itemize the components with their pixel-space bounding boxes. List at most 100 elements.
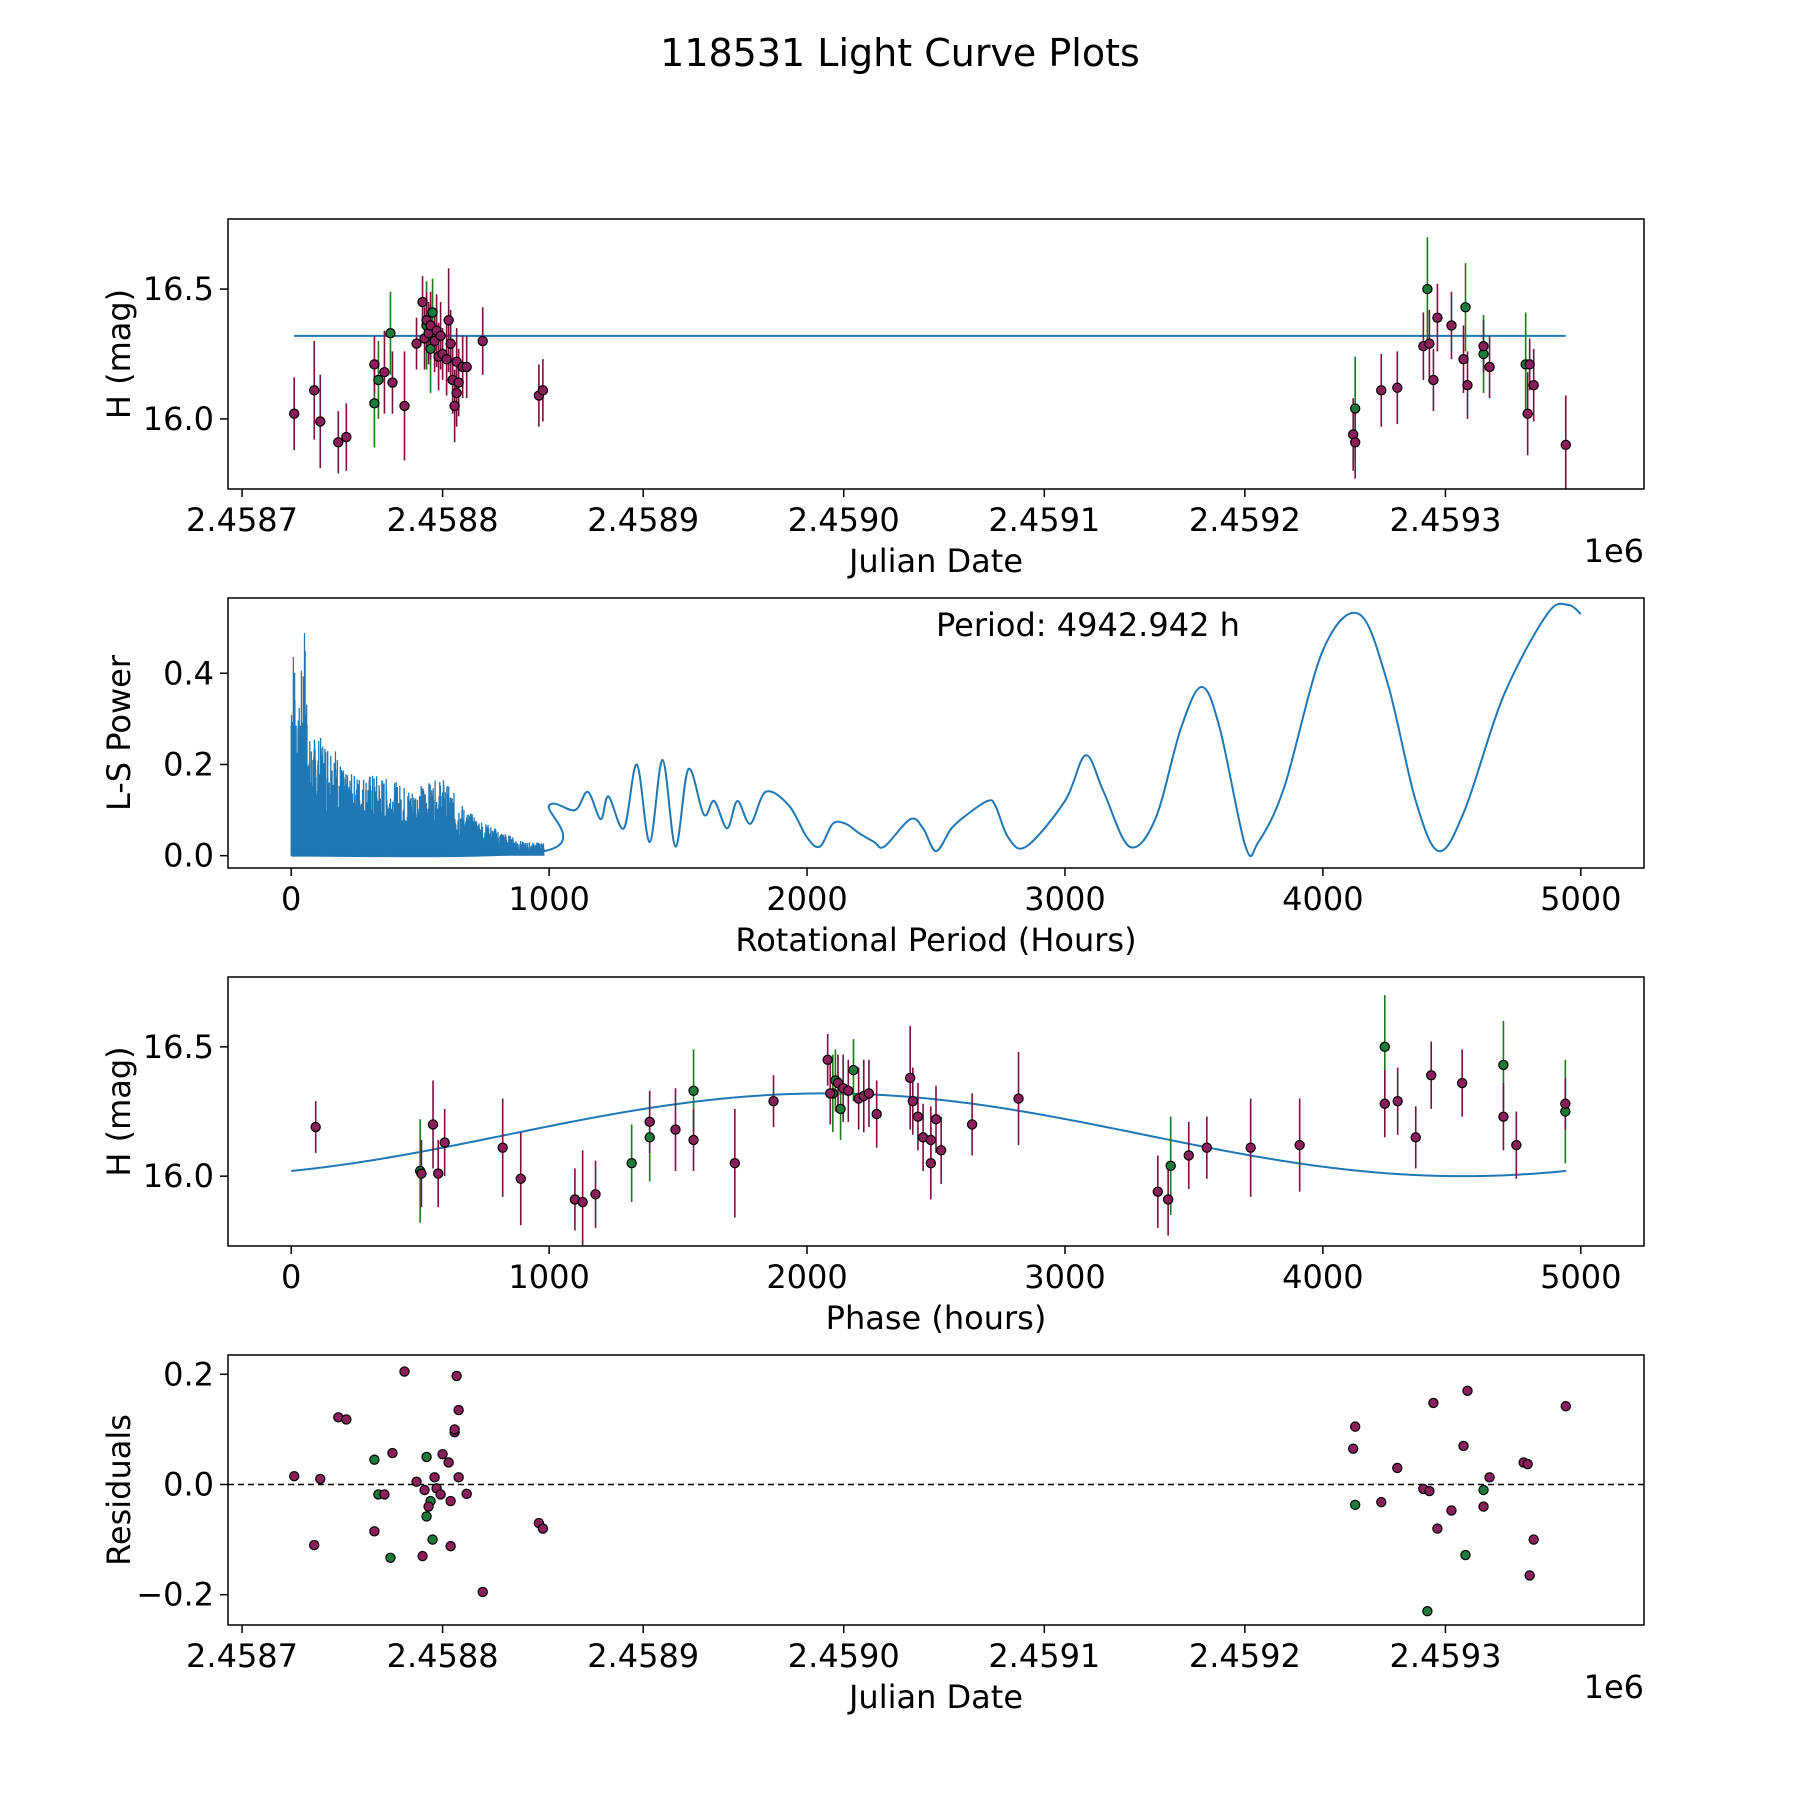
data-point-r (935, 1145, 947, 1156)
data-point-r (477, 335, 488, 347)
data-point-r (437, 1448, 448, 1460)
plot-area (291, 995, 1571, 1246)
data-point-r (369, 359, 380, 370)
data-point-r (1522, 408, 1533, 419)
data-point-r (863, 1088, 875, 1099)
axes-frame (227, 597, 1645, 869)
data-point-r (688, 1134, 699, 1146)
x-tick-label: 3000 (1024, 880, 1105, 918)
data-point-r (1392, 382, 1403, 393)
data-point-r (341, 1414, 352, 1425)
x-tick-label: 0 (281, 880, 301, 918)
data-point-r (1478, 1501, 1489, 1512)
x-tick-label: 5000 (1540, 1258, 1621, 1296)
data-point-g (421, 1511, 432, 1522)
x-tick-label: 2.4590 (788, 1637, 900, 1675)
data-point-g (835, 1103, 846, 1115)
panel-periodogram: 0 1000 2000 3000 4000 5000 0.0 0.2 0.4 Rotational… (100, 597, 1645, 959)
data-point-r (449, 1424, 460, 1435)
x-axis-label: Phase (hours) (826, 1299, 1047, 1337)
data-point-r (411, 1476, 422, 1487)
data-point-g (1379, 1041, 1390, 1053)
data-point-r (1560, 439, 1571, 451)
data-point-g (369, 1454, 380, 1465)
data-point-r (670, 1124, 681, 1135)
data-point-r (435, 1489, 446, 1500)
data-point-r (288, 1471, 300, 1482)
x-tick-label: 2000 (766, 880, 847, 918)
data-point-r (445, 1541, 456, 1552)
data-point-r (1392, 1462, 1403, 1474)
period-annotation: Period: 4942.942 h (936, 606, 1240, 644)
data-point-r (1376, 385, 1387, 396)
data-point-r (1424, 338, 1435, 349)
data-point-r (453, 1472, 464, 1483)
data-point-r (416, 1168, 427, 1179)
x-tick-label: 2.4592 (1189, 501, 1301, 539)
data-point-r (1349, 1421, 1361, 1432)
data-point-r (341, 431, 352, 443)
data-point-r (1446, 1505, 1457, 1516)
data-point-r (411, 338, 422, 349)
data-point-r (1528, 1534, 1539, 1545)
data-point-r (1524, 359, 1535, 370)
data-point-g (1460, 302, 1471, 313)
phased-model-curve (291, 1092, 1567, 1178)
data-point-r (1183, 1150, 1194, 1161)
y-axis-label: H (mag) (100, 1046, 138, 1176)
data-point-r (315, 1473, 326, 1485)
x-axis-label: Rotational Period (Hours) (735, 921, 1136, 959)
data-point-r (515, 1173, 526, 1184)
axes-frame (227, 218, 1645, 490)
data-point-r (768, 1095, 779, 1107)
x-tick-label: 2000 (766, 1258, 847, 1296)
data-point-r (477, 1586, 488, 1598)
data-point-r (461, 361, 472, 373)
data-point-r (309, 385, 320, 396)
data-point-r (825, 1088, 836, 1099)
data-point-g (1349, 403, 1361, 414)
data-point-r (427, 1119, 439, 1130)
x-tick-label: 0 (281, 1258, 301, 1296)
x-tick-label: 2.4591 (988, 1637, 1100, 1675)
data-point-g (688, 1085, 699, 1097)
y-tick-label: 16.5 (143, 270, 214, 308)
data-point-r (453, 1404, 464, 1416)
x-tick-label: 2.4588 (387, 1637, 499, 1675)
data-point-r (1511, 1139, 1522, 1151)
data-point-g (848, 1064, 859, 1076)
data-point-g (385, 328, 396, 339)
data-point-r (433, 1168, 444, 1179)
data-point-r (1432, 312, 1443, 323)
data-point-r (1484, 1472, 1495, 1483)
data-point-r (905, 1072, 916, 1084)
x-offset-label: 1e6 (1584, 532, 1644, 570)
data-point-g (385, 1552, 396, 1563)
data-point-r (417, 1550, 428, 1562)
data-point-r (925, 1134, 937, 1146)
data-point-r (1522, 1458, 1533, 1470)
data-point-r (387, 377, 398, 388)
x-tick-label: 2.4593 (1389, 501, 1501, 539)
data-point-r (1458, 1440, 1469, 1452)
data-point-r (912, 1111, 924, 1122)
axes-frame (227, 976, 1645, 1247)
data-point-r (729, 1158, 741, 1169)
data-point-r (1201, 1142, 1213, 1153)
x-offset-label: 1e6 (1584, 1668, 1644, 1706)
x-tick-label: 2.4587 (186, 1637, 298, 1675)
data-point-g (373, 374, 384, 386)
data-point-r (399, 400, 410, 412)
data-point-r (930, 1114, 942, 1125)
data-point-r (537, 385, 549, 396)
data-point-r (439, 1137, 450, 1148)
panel-residuals: 2.4587 2.4588 2.4589 2.4590 2.4591 2.4592 2.45… (100, 1354, 1645, 1716)
data-point-r (1446, 320, 1457, 331)
plot-area (290, 602, 1582, 858)
y-tick-label: 16.0 (143, 1157, 214, 1195)
panel-phased: 0 1000 2000 3000 4000 5000 16.0 16.5 Phase (hour… (100, 976, 1645, 1337)
y-tick-label: 0.2 (163, 745, 214, 783)
data-point-r (453, 377, 464, 388)
data-point-r (443, 1457, 454, 1468)
data-point-r (843, 1085, 854, 1097)
